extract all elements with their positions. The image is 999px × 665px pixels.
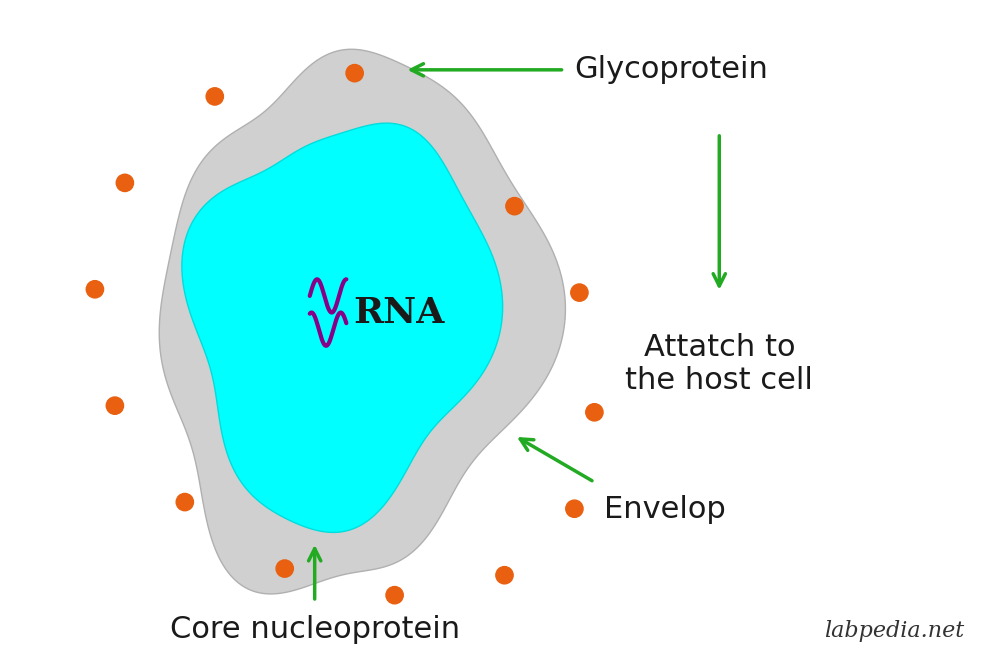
Ellipse shape	[570, 284, 588, 301]
Ellipse shape	[505, 198, 523, 215]
Ellipse shape	[386, 587, 404, 604]
Text: Glycoprotein: Glycoprotein	[574, 55, 768, 84]
Text: labpedia.net: labpedia.net	[824, 620, 964, 642]
Polygon shape	[182, 123, 502, 533]
Ellipse shape	[346, 65, 364, 82]
Ellipse shape	[585, 404, 603, 421]
Ellipse shape	[565, 500, 583, 517]
Ellipse shape	[116, 174, 134, 192]
Ellipse shape	[86, 281, 104, 298]
Text: RNA: RNA	[353, 295, 445, 330]
Ellipse shape	[496, 567, 513, 584]
Text: Envelop: Envelop	[604, 495, 726, 525]
Ellipse shape	[176, 493, 194, 511]
Ellipse shape	[276, 560, 294, 577]
Ellipse shape	[206, 88, 224, 105]
Text: Attatch to
the host cell: Attatch to the host cell	[625, 332, 813, 395]
Text: Core nucleoprotein: Core nucleoprotein	[170, 615, 460, 644]
Polygon shape	[159, 49, 565, 594]
Ellipse shape	[106, 397, 124, 414]
